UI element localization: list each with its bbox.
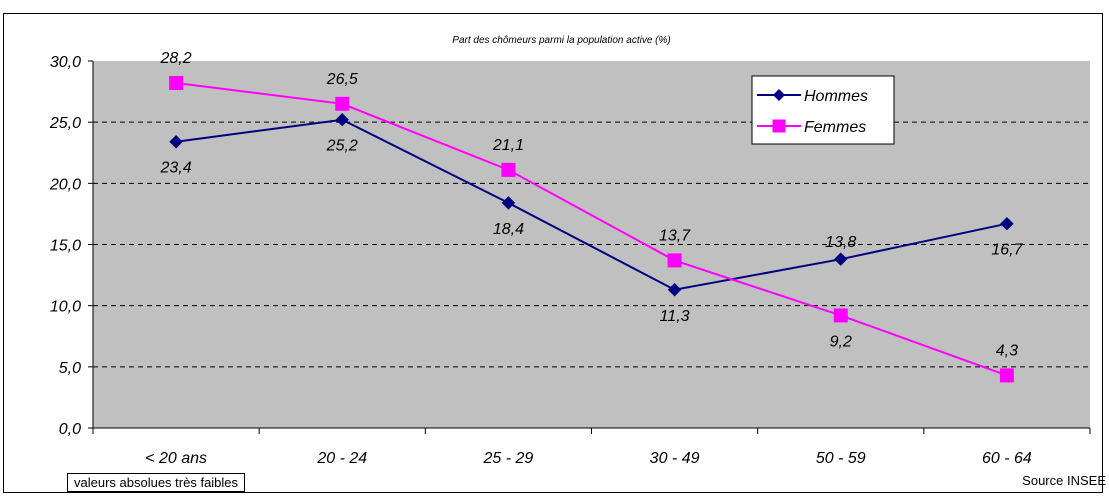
note-box: valeurs absolues très faibles (67, 473, 246, 492)
data-point-hommes (834, 252, 848, 266)
data-label-hommes: 11,3 (660, 308, 690, 325)
data-label-femmes: 13,7 (659, 227, 691, 244)
data-label-hommes: 23,4 (160, 160, 192, 177)
data-point-femmes (501, 162, 516, 177)
legend-label: Hommes (804, 88, 868, 105)
x-tick-label: < 20 ans (145, 450, 207, 467)
x-tick-label: 60 - 64 (982, 450, 1032, 467)
data-point-femmes (169, 76, 184, 91)
y-tick-label: 10,0 (50, 299, 81, 316)
y-tick-label: 30,0 (50, 54, 81, 71)
source-note: Source INSEE (1022, 473, 1106, 488)
y-tick-label: 20,0 (49, 176, 81, 193)
data-label-femmes: 26,5 (326, 71, 358, 88)
x-tick-label: 25 - 29 (483, 450, 534, 467)
series-line-hommes (175, 118, 1008, 291)
data-label-hommes: 16,7 (991, 242, 1023, 259)
y-tick-label: 25,0 (49, 115, 81, 132)
legend-marker (773, 89, 785, 101)
data-label-hommes: 18,4 (493, 221, 524, 238)
series-line-femmes (175, 82, 1008, 377)
legend (751, 75, 895, 145)
x-tick-label: 20 - 24 (316, 450, 367, 467)
data-point-hommes (169, 135, 183, 149)
data-label-hommes: 13,8 (825, 234, 856, 251)
data-point-hommes (667, 283, 682, 297)
data-point-femmes (667, 253, 682, 268)
legend-label: Femmes (804, 119, 866, 136)
y-tick-label: 15,0 (50, 238, 81, 255)
chart-title: Part des chômeurs parmi la population ac… (452, 35, 670, 46)
data-point-femmes (335, 96, 350, 111)
data-label-femmes: 28,2 (160, 50, 192, 67)
data-point-hommes (1000, 216, 1014, 231)
data-point-hommes (501, 196, 516, 210)
data-point-femmes (999, 368, 1014, 383)
data-label-hommes: 25,2 (326, 138, 358, 155)
x-tick-label: 50 - 59 (816, 450, 866, 467)
data-label-femmes: 9,2 (830, 333, 852, 350)
data-label-femmes: 4,3 (996, 342, 1018, 359)
data-point-hommes (335, 113, 349, 127)
data-label-femmes: 21,1 (492, 137, 524, 154)
data-point-femmes (833, 308, 848, 323)
x-tick-label: 30 - 49 (650, 450, 700, 467)
legend-marker (772, 119, 786, 133)
y-tick-label: 0,0 (59, 421, 81, 438)
y-tick-label: 5,0 (59, 360, 81, 377)
